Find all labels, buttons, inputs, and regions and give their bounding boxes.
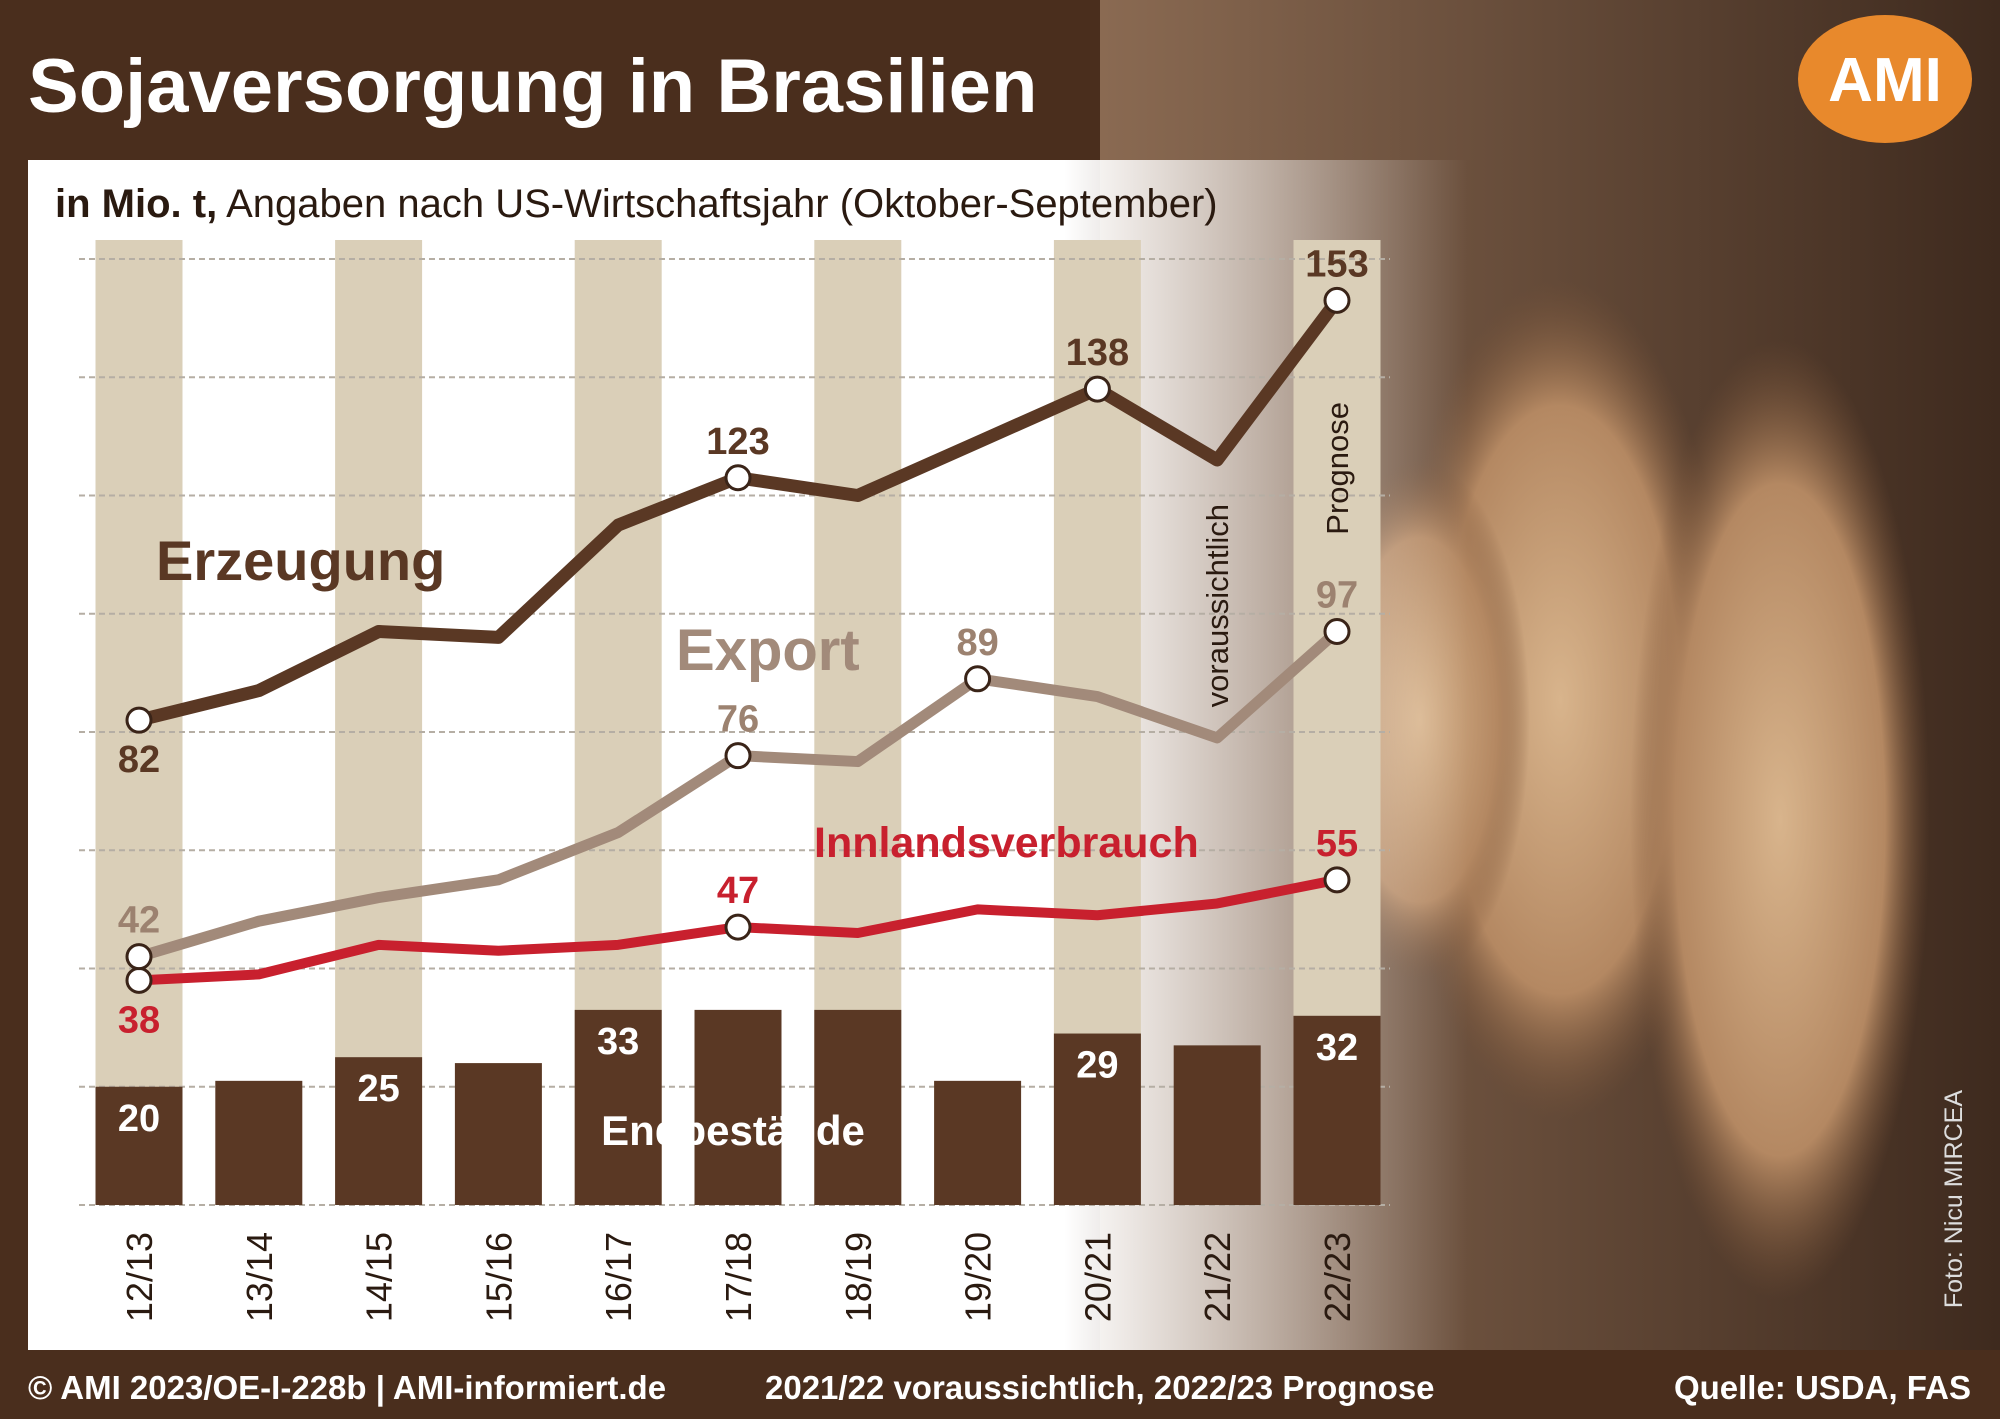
bar [694,1009,782,1205]
point [1323,617,1351,645]
value-label: 97 [1316,574,1358,616]
point [125,943,153,971]
x-tick-label: 17/18 [718,1232,759,1322]
value-label: 153 [1305,243,1368,285]
series-label: Export [676,618,860,683]
column-stripe [335,240,423,1205]
bar [454,1063,542,1205]
point [1083,375,1111,403]
footer-center: 2021/22 voraussichtlich, 2022/23 Prognos… [765,1369,1435,1406]
x-tick-label: 16/17 [598,1232,639,1322]
bar-value-label: 33 [597,1021,639,1063]
bar [1173,1045,1261,1205]
value-label: 47 [717,870,759,912]
footer-band [0,1350,2000,1419]
point [1323,866,1351,894]
bar [335,1057,423,1205]
bar [814,1009,902,1205]
logo-text: AMI [1828,46,1942,115]
x-tick-label: 14/15 [359,1232,400,1322]
bar [574,1009,662,1205]
value-label: 42 [118,900,160,942]
value-label: 38 [118,999,160,1041]
x-tick-label: 21/22 [1197,1232,1238,1322]
point [125,706,153,734]
bar [1053,1033,1141,1205]
bar [95,1086,183,1205]
value-label: 82 [118,739,160,781]
x-tick-label: 22/23 [1317,1232,1358,1322]
value-label: 55 [1316,823,1358,865]
subtitle-text: Angaben nach US-Wirtschaftsjahr (Oktober… [226,182,1218,226]
bar [215,1080,303,1205]
annotation: Prognose [1320,402,1355,535]
point [1323,286,1351,314]
photo-credit: Foto: Nicu MIRCEA [1940,1090,1968,1308]
footer-right: Quelle: USDA, FAS [1674,1369,1971,1406]
annotation: voraussichtlich [1200,504,1235,707]
bar-value-label: 25 [357,1068,399,1110]
bar-value-label: 20 [118,1098,160,1140]
series-label: Innlandsverbrauch [814,819,1199,867]
value-label: 89 [956,622,998,664]
footer-left: © AMI 2023/OE-I-228b | AMI-informiert.de [28,1369,666,1406]
value-label: 123 [706,421,769,463]
series-label: Endbestände [601,1107,865,1154]
logo [1798,15,1972,143]
photo-pod [1630,340,1930,1300]
subtitle: in Mio. t, Angaben nach US-Wirtschaftsja… [55,182,1218,226]
value-label: 138 [1066,332,1129,374]
point [724,464,752,492]
point [964,665,992,693]
bar [934,1080,1022,1205]
x-tick-label: 18/19 [838,1232,879,1322]
series-label: Erzeugung [156,529,445,592]
point [724,913,752,941]
bar-value-label: 29 [1076,1045,1118,1087]
value-label: 76 [717,699,759,741]
x-tick-label: 13/14 [239,1232,280,1322]
x-tick-label: 12/13 [119,1232,160,1322]
chart-title: Sojaversorgung in Brasilien [28,44,1037,129]
x-tick-label: 20/21 [1077,1232,1118,1322]
subtitle-bold: in Mio. t, [55,182,217,226]
point [724,742,752,770]
point [125,966,153,994]
bar-value-label: 32 [1316,1027,1358,1069]
bar [1293,1015,1381,1205]
x-tick-label: 15/16 [478,1232,519,1322]
x-tick-label: 19/20 [958,1232,999,1322]
